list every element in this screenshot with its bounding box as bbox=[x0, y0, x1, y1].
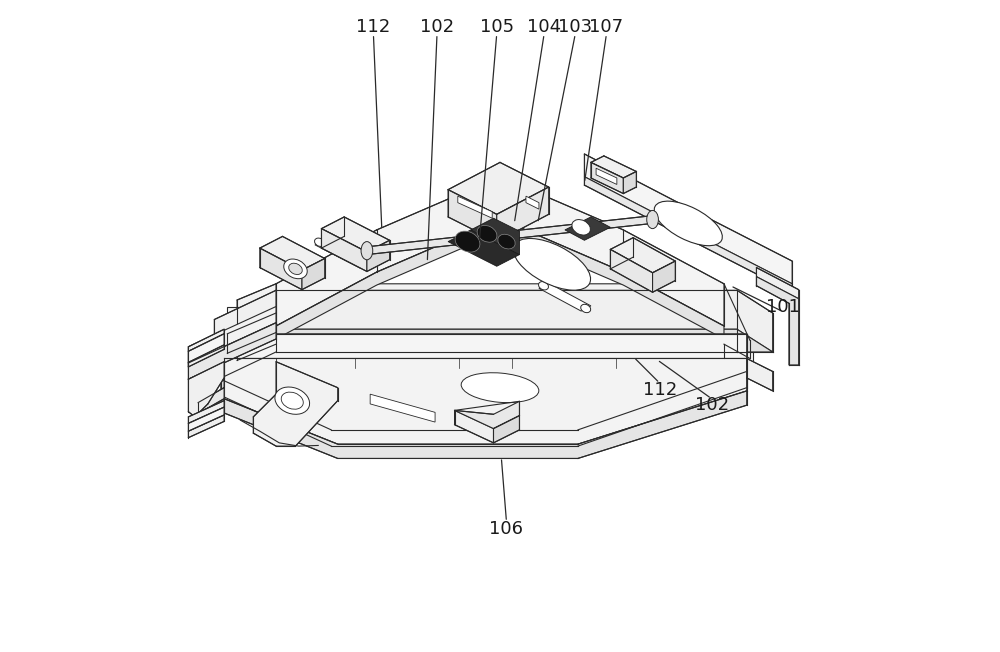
Polygon shape bbox=[188, 334, 224, 363]
Polygon shape bbox=[448, 230, 519, 266]
Ellipse shape bbox=[581, 304, 591, 313]
Polygon shape bbox=[458, 196, 492, 218]
Polygon shape bbox=[188, 407, 224, 431]
Ellipse shape bbox=[539, 282, 548, 290]
Polygon shape bbox=[237, 344, 724, 375]
Polygon shape bbox=[565, 217, 610, 241]
Ellipse shape bbox=[361, 242, 373, 259]
Polygon shape bbox=[260, 237, 325, 270]
Polygon shape bbox=[596, 168, 617, 185]
Polygon shape bbox=[591, 156, 636, 178]
Polygon shape bbox=[315, 240, 370, 268]
Polygon shape bbox=[198, 388, 224, 413]
Polygon shape bbox=[321, 217, 390, 252]
Ellipse shape bbox=[461, 373, 539, 403]
Text: 106: 106 bbox=[489, 520, 523, 537]
Polygon shape bbox=[198, 388, 224, 413]
Polygon shape bbox=[237, 284, 750, 361]
Polygon shape bbox=[276, 177, 724, 326]
Text: 101: 101 bbox=[766, 297, 800, 316]
Polygon shape bbox=[471, 218, 519, 254]
Polygon shape bbox=[494, 415, 519, 443]
Polygon shape bbox=[188, 401, 224, 423]
Polygon shape bbox=[227, 306, 753, 362]
Polygon shape bbox=[370, 394, 435, 422]
Polygon shape bbox=[756, 267, 799, 299]
Polygon shape bbox=[188, 362, 224, 417]
Polygon shape bbox=[747, 359, 773, 391]
Polygon shape bbox=[188, 345, 224, 367]
Polygon shape bbox=[610, 250, 653, 292]
Polygon shape bbox=[448, 190, 497, 242]
Ellipse shape bbox=[289, 263, 302, 274]
Polygon shape bbox=[224, 391, 747, 458]
Polygon shape bbox=[623, 171, 636, 194]
Text: 112: 112 bbox=[356, 18, 391, 37]
Text: 104: 104 bbox=[527, 18, 561, 37]
Polygon shape bbox=[221, 334, 747, 430]
Polygon shape bbox=[584, 177, 792, 292]
Polygon shape bbox=[455, 402, 519, 428]
Ellipse shape bbox=[361, 261, 371, 270]
Ellipse shape bbox=[455, 231, 480, 252]
Polygon shape bbox=[756, 276, 799, 365]
Polygon shape bbox=[188, 306, 276, 363]
Polygon shape bbox=[188, 329, 224, 351]
Polygon shape bbox=[253, 362, 338, 446]
Ellipse shape bbox=[477, 226, 497, 242]
Polygon shape bbox=[188, 323, 276, 379]
Ellipse shape bbox=[275, 387, 310, 414]
Polygon shape bbox=[221, 372, 747, 446]
Ellipse shape bbox=[315, 238, 324, 246]
Ellipse shape bbox=[654, 201, 722, 246]
Text: 107: 107 bbox=[589, 18, 624, 37]
Ellipse shape bbox=[513, 239, 591, 290]
Polygon shape bbox=[448, 162, 549, 215]
Text: 102: 102 bbox=[695, 396, 729, 414]
Polygon shape bbox=[302, 258, 325, 289]
Text: 112: 112 bbox=[643, 381, 677, 398]
Ellipse shape bbox=[647, 211, 658, 229]
Polygon shape bbox=[321, 229, 367, 271]
Polygon shape bbox=[455, 410, 494, 443]
Polygon shape bbox=[526, 196, 539, 209]
Polygon shape bbox=[497, 187, 549, 242]
Polygon shape bbox=[224, 359, 747, 444]
Text: 102: 102 bbox=[420, 18, 454, 37]
Polygon shape bbox=[610, 238, 675, 273]
Polygon shape bbox=[539, 283, 591, 311]
Ellipse shape bbox=[284, 259, 307, 278]
Polygon shape bbox=[227, 313, 276, 353]
Ellipse shape bbox=[572, 220, 590, 235]
Polygon shape bbox=[214, 329, 773, 381]
Polygon shape bbox=[188, 415, 224, 437]
Polygon shape bbox=[214, 290, 773, 359]
Polygon shape bbox=[653, 261, 675, 292]
Ellipse shape bbox=[281, 392, 303, 409]
Polygon shape bbox=[584, 154, 792, 284]
Text: 105: 105 bbox=[480, 18, 514, 37]
Text: 103: 103 bbox=[558, 18, 592, 37]
Polygon shape bbox=[367, 241, 390, 271]
Polygon shape bbox=[276, 219, 724, 339]
Ellipse shape bbox=[498, 234, 515, 249]
Polygon shape bbox=[367, 216, 653, 254]
Polygon shape bbox=[591, 162, 623, 194]
Polygon shape bbox=[260, 248, 302, 289]
